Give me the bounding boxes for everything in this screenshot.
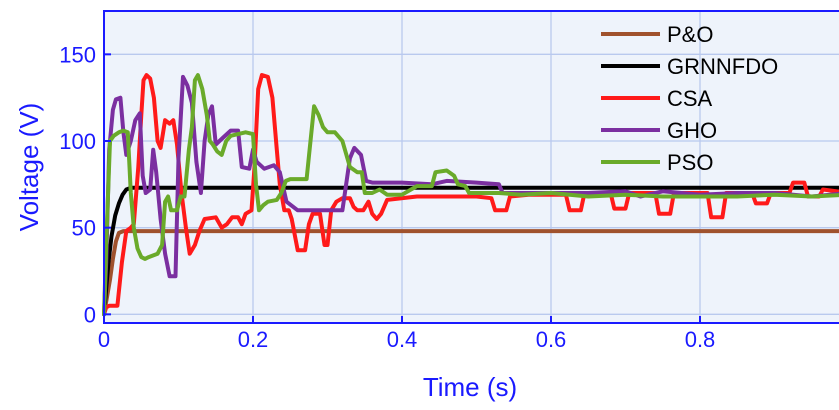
legend-label-1: GRNNFDO (667, 54, 778, 79)
x-tick-label: 0.4 (387, 327, 418, 352)
y-tick-label: 150 (59, 42, 96, 67)
legend-label-3: GHO (667, 118, 717, 143)
legend-label-2: CSA (667, 86, 713, 111)
plot-frame (103, 10, 839, 324)
x-tick-label: 0.6 (536, 327, 567, 352)
y-tick-label: 100 (59, 129, 96, 154)
y-axis-label: Voltage (V) (14, 103, 44, 232)
series-line-0 (102, 229, 839, 317)
legend-label-4: PSO (667, 150, 713, 175)
legend-label-0: P&O (667, 22, 713, 47)
y-tick-label: 50 (72, 216, 96, 241)
x-tick-label: 0.2 (238, 327, 269, 352)
series-line-4 (102, 73, 839, 317)
ticks: 00.20.40.60.81050100150 (59, 42, 716, 352)
plot-background (104, 11, 839, 323)
series-layer (102, 73, 839, 317)
x-tick-label: 0.8 (685, 327, 716, 352)
y-tick-label: 0 (84, 302, 96, 327)
legend: P&O GRNNFDO CSA GHO PSO (601, 22, 778, 175)
x-tick-label: 0 (98, 327, 110, 352)
x-axis-label: Time (s) (423, 372, 517, 402)
series-line-2 (102, 73, 839, 317)
